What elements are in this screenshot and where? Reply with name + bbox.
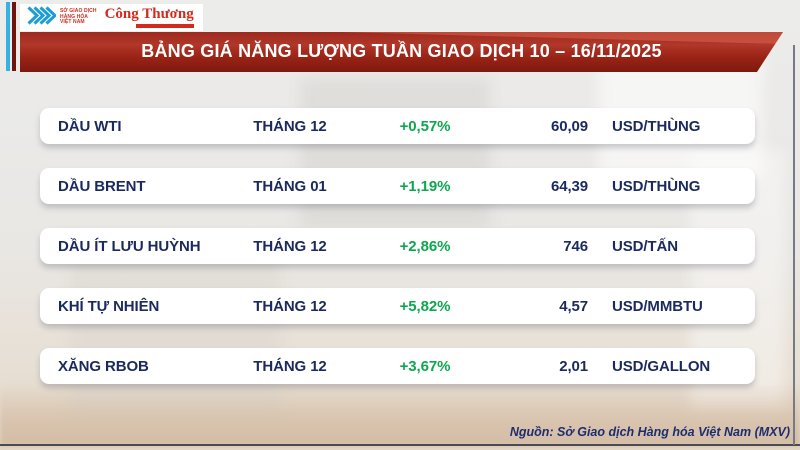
price-unit: USD/THÙNG <box>612 117 701 135</box>
contract-month: THÁNG 12 <box>253 237 327 255</box>
right-edge-line <box>793 45 795 445</box>
mxv-chevrons-icon <box>26 5 58 31</box>
commodity-name: KHÍ TỰ NHIÊN <box>58 297 160 315</box>
congthuong-logo-strip <box>135 24 194 28</box>
percent-change: +3,67% <box>399 357 451 375</box>
contract-month: THÁNG 12 <box>253 297 327 315</box>
commodity-name: DẦU WTI <box>58 117 122 135</box>
contract-month: THÁNG 12 <box>253 357 327 375</box>
mxv-logo-text: SỞ GIAO DỊCH HÀNG HÓA VIỆT NAM <box>60 8 97 26</box>
price-value: 746 <box>563 237 588 255</box>
percent-change: +1,19% <box>399 177 451 195</box>
price-value: 4,57 <box>559 297 588 315</box>
table-row: XĂNG RBOB THÁNG 12 +3,67% 2,01 USD/GALLO… <box>40 348 755 384</box>
background-warm-band <box>0 384 800 446</box>
contract-month: THÁNG 01 <box>253 177 327 195</box>
percent-change: +2,86% <box>399 237 451 255</box>
accent-bar-cyan <box>6 2 10 71</box>
table-row: DẦU BRENT THÁNG 01 +1,19% 64,39 USD/THÙN… <box>40 168 755 204</box>
commodity-name: DẦU BRENT <box>58 177 146 195</box>
congthuong-logo: Công Thương <box>105 7 194 28</box>
price-value: 60,09 <box>550 117 588 135</box>
title-banner: BẢNG GIÁ NĂNG LƯỢNG TUẦN GIAO DỊCH 10 – … <box>20 32 783 72</box>
mxv-logo: SỞ GIAO DỊCH HÀNG HÓA VIỆT NAM <box>26 5 97 31</box>
percent-change: +5,82% <box>399 297 451 315</box>
table-row: DẦU WTI THÁNG 12 +0,57% 60,09 USD/THÙNG <box>40 108 755 144</box>
accent-bar-maroon <box>12 2 16 71</box>
price-unit: USD/MMBTU <box>612 297 703 315</box>
price-unit: USD/TẤN <box>612 237 678 255</box>
congthuong-logo-text: Công Thương <box>104 6 194 22</box>
percent-change: +0,57% <box>399 117 451 135</box>
price-value: 64,39 <box>550 177 588 195</box>
price-unit: USD/THÙNG <box>612 177 701 195</box>
price-value: 2,01 <box>559 357 588 375</box>
logo-band: SỞ GIAO DỊCH HÀNG HÓA VIỆT NAM Công Thươ… <box>20 4 203 31</box>
commodity-name: DẦU ÍT LƯU HUỲNH <box>58 237 201 255</box>
commodity-name: XĂNG RBOB <box>58 357 149 375</box>
bottom-edge-line <box>0 444 800 446</box>
source-note: Nguồn: Sở Giao dịch Hàng hóa Việt Nam (M… <box>509 425 790 439</box>
contract-month: THÁNG 12 <box>253 117 327 135</box>
price-table: DẦU WTI THÁNG 12 +0,57% 60,09 USD/THÙNG … <box>40 108 755 408</box>
table-row: KHÍ TỰ NHIÊN THÁNG 12 +5,82% 4,57 USD/MM… <box>40 288 755 324</box>
price-unit: USD/GALLON <box>612 357 711 375</box>
table-row: DẦU ÍT LƯU HUỲNH THÁNG 12 +2,86% 746 USD… <box>40 228 755 264</box>
page-title: BẢNG GIÁ NĂNG LƯỢNG TUẦN GIAO DỊCH 10 – … <box>141 41 662 61</box>
